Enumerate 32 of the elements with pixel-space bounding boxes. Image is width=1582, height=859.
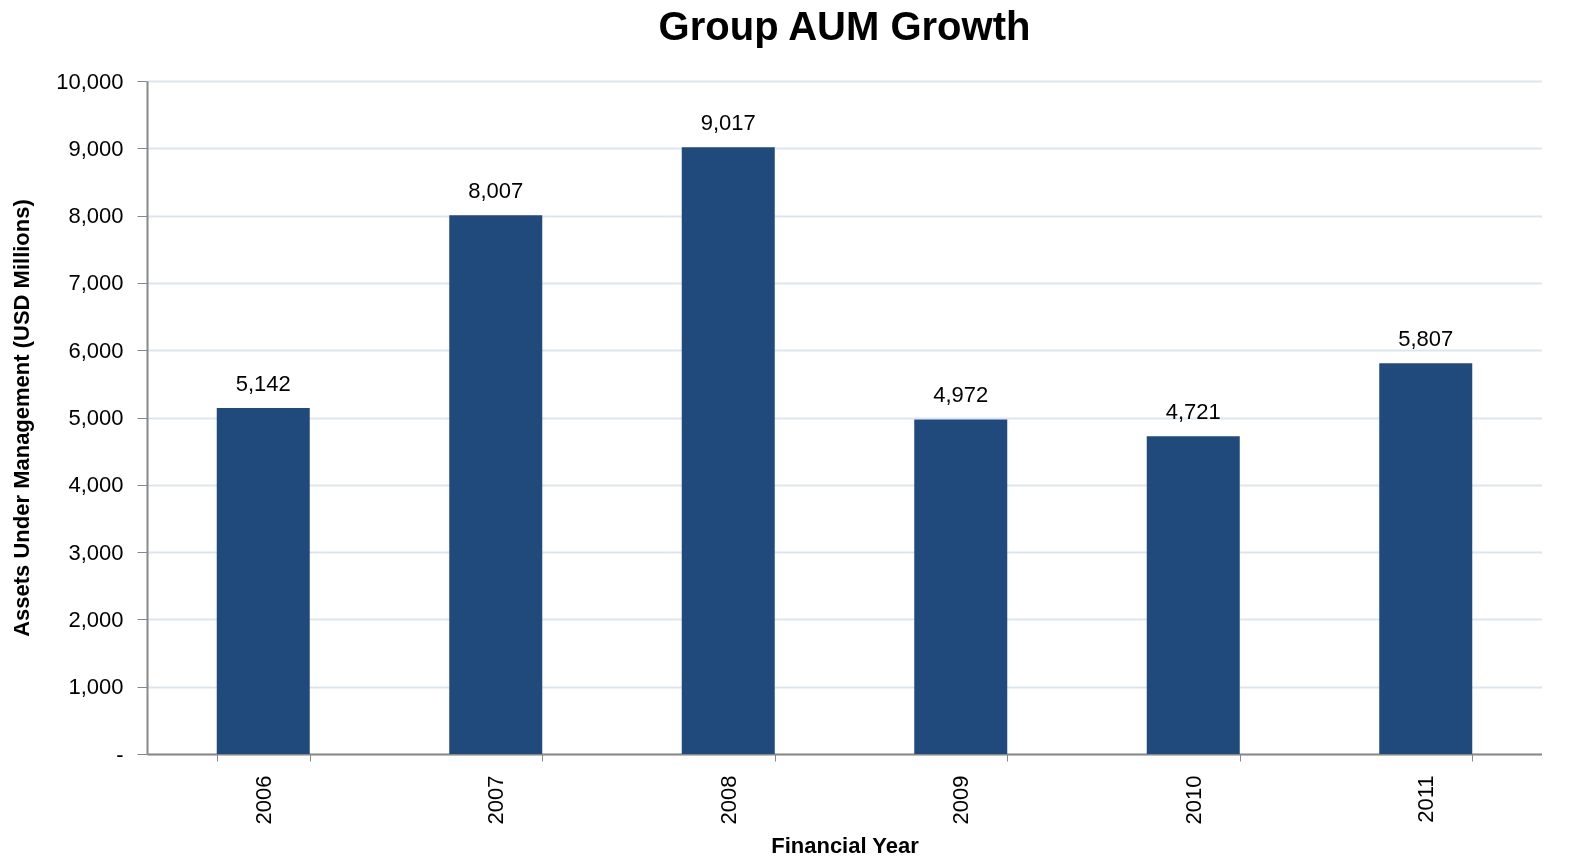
bar — [216, 407, 310, 754]
y-tick-label: - — [116, 741, 124, 767]
data-label: 4,721 — [1165, 399, 1221, 425]
data-label: 4,972 — [933, 382, 989, 408]
y-tick-label: 6,000 — [68, 337, 124, 363]
y-tick-label: 3,000 — [68, 539, 124, 565]
data-label: 5,807 — [1398, 326, 1454, 352]
x-tick-label: 2006 — [250, 775, 276, 825]
y-tick-label: 9,000 — [68, 135, 124, 161]
y-tick-label: 4,000 — [68, 472, 124, 498]
y-tick-label: 10,000 — [56, 68, 124, 94]
x-tick-label: 2007 — [483, 775, 509, 825]
y-tick-label: 2,000 — [68, 606, 124, 632]
x-tick-label: 2010 — [1180, 775, 1206, 825]
data-label: 9,017 — [700, 110, 756, 136]
bar — [914, 419, 1008, 754]
data-label: 5,142 — [235, 370, 291, 396]
y-axis-title: Assets Under Management (USD Millions) — [9, 199, 35, 637]
bar — [1146, 436, 1240, 754]
data-label: 8,007 — [468, 178, 524, 204]
x-tick-label: 2011 — [1413, 775, 1439, 823]
x-tick-label: 2009 — [948, 775, 974, 825]
y-tick-label: 1,000 — [68, 674, 124, 700]
x-axis-title: Financial Year — [771, 833, 920, 859]
x-tick-label: 2008 — [715, 775, 741, 825]
bar — [449, 215, 543, 754]
y-tick-label: 8,000 — [68, 203, 124, 229]
bar — [1379, 363, 1473, 754]
y-tick-label: 7,000 — [68, 270, 124, 296]
y-tick-label: 5,000 — [68, 405, 124, 430]
bar — [681, 147, 775, 754]
chart-title: Group AUM Growth — [658, 4, 1031, 48]
